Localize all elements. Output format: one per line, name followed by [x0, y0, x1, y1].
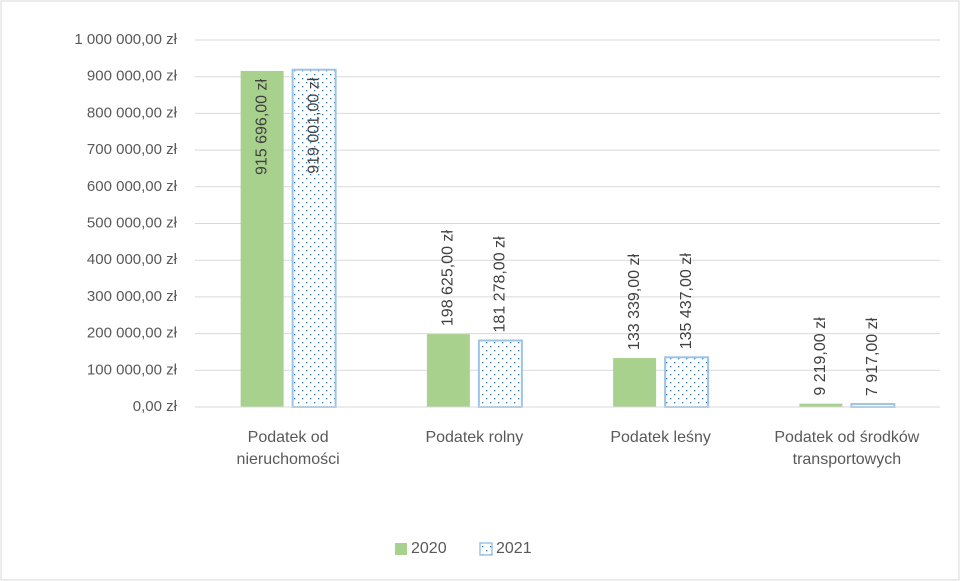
y-tick-label: 500 000,00 zł	[87, 214, 178, 231]
x-tick-label: Podatek od środków transportowych	[774, 429, 920, 468]
y-tick-label: 700 000,00 zł	[87, 141, 178, 158]
y-tick-label: 900 000,00 zł	[87, 68, 178, 85]
data-label: 915 696,00 zł	[253, 78, 270, 175]
bar	[240, 70, 284, 407]
bar	[664, 356, 710, 408]
x-tick-label: Podatek leśny	[610, 429, 711, 446]
y-tick-label: 300 000,00 zł	[87, 288, 178, 305]
y-tick-label: 100 000,00 zł	[87, 361, 178, 378]
data-label: 133 339,00 zł	[626, 254, 643, 351]
data-label: 7 917,00 zł	[864, 317, 881, 396]
bar	[477, 339, 523, 408]
bar	[426, 334, 470, 407]
bar	[291, 68, 337, 409]
data-label: 181 278,00 zł	[492, 236, 509, 333]
data-label: 135 437,00 zł	[678, 253, 695, 350]
bar	[613, 358, 657, 407]
y-tick-label: 600 000,00 zł	[87, 178, 178, 195]
legend-label: 2020	[411, 540, 447, 557]
data-label: 919 001,00 zł	[305, 77, 322, 174]
bar	[799, 403, 843, 407]
data-label: 9 219,00 zł	[812, 317, 829, 396]
legend-swatch	[395, 543, 407, 555]
y-tick-label: 400 000,00 zł	[87, 251, 178, 268]
y-tick-label: 800 000,00 zł	[87, 104, 178, 121]
x-tick-label: Podatek od nieruchomości	[236, 429, 340, 468]
y-tick-label: 1 000 000,00 zł	[74, 31, 177, 48]
data-label: 198 625,00 zł	[440, 230, 457, 327]
x-tick-label: Podatek rolny	[425, 429, 524, 446]
y-tick-label: 200 000,00 zł	[87, 325, 178, 342]
y-tick-label: 0,00 zł	[133, 398, 178, 415]
legend-label: 2021	[496, 540, 532, 557]
legend-swatch	[479, 542, 493, 556]
